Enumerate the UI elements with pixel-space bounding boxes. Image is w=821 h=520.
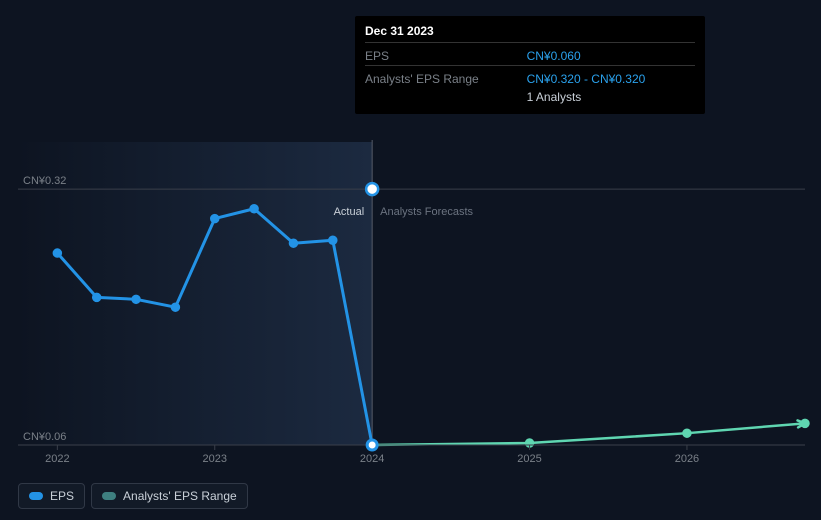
- legend-range[interactable]: Analysts' EPS Range: [91, 483, 248, 509]
- forecast-region-label: Analysts Forecasts: [380, 206, 473, 218]
- eps-chart: CN¥0.32 CN¥0.06 Actual Analysts Forecasts 20…: [0, 0, 821, 520]
- y-gridline-label: CN¥0.06: [23, 431, 66, 443]
- x-tick-label: 2022: [45, 453, 69, 465]
- tooltip-row-value: CN¥0.060: [527, 43, 695, 66]
- chart-legend: EPS Analysts' EPS Range: [18, 483, 248, 509]
- tooltip-table: EPSCN¥0.060Analysts' EPS RangeCN¥0.320 -…: [365, 42, 695, 106]
- tooltip-row-value: CN¥0.320 - CN¥0.320: [527, 66, 695, 89]
- eps-actual-point: [93, 293, 101, 301]
- tooltip-row-key: [365, 88, 527, 106]
- x-tick-label: 2026: [675, 453, 699, 465]
- x-tick-label: 2023: [203, 453, 227, 465]
- eps-actual-point: [53, 249, 61, 257]
- eps-forecast-line: [372, 423, 805, 445]
- eps-actual-point: [171, 303, 179, 311]
- eps-actual-point: [329, 236, 337, 244]
- eps-forecast-point: [683, 429, 691, 437]
- legend-eps[interactable]: EPS: [18, 483, 85, 509]
- y-gridline-label: CN¥0.32: [23, 175, 66, 187]
- legend-swatch: [102, 492, 116, 500]
- hover-marker: [366, 183, 378, 195]
- chart-tooltip: Dec 31 2023 EPSCN¥0.060Analysts' EPS Ran…: [355, 16, 705, 114]
- tooltip-row-value: 1 Analysts: [527, 88, 695, 106]
- eps-actual-point: [211, 215, 219, 223]
- x-tick-label: 2025: [517, 453, 541, 465]
- tooltip-date: Dec 31 2023: [365, 24, 695, 38]
- x-tick-label: 2024: [360, 453, 384, 465]
- legend-swatch: [29, 492, 43, 500]
- actual-region-label: Actual: [334, 206, 365, 218]
- legend-label: Analysts' EPS Range: [123, 489, 237, 503]
- eps-actual-point: [132, 295, 140, 303]
- eps-actual-point: [289, 239, 297, 247]
- eps-actual-point: [250, 205, 258, 213]
- legend-label: EPS: [50, 489, 74, 503]
- tooltip-row-key: Analysts' EPS Range: [365, 66, 527, 89]
- tooltip-row-key: EPS: [365, 43, 527, 66]
